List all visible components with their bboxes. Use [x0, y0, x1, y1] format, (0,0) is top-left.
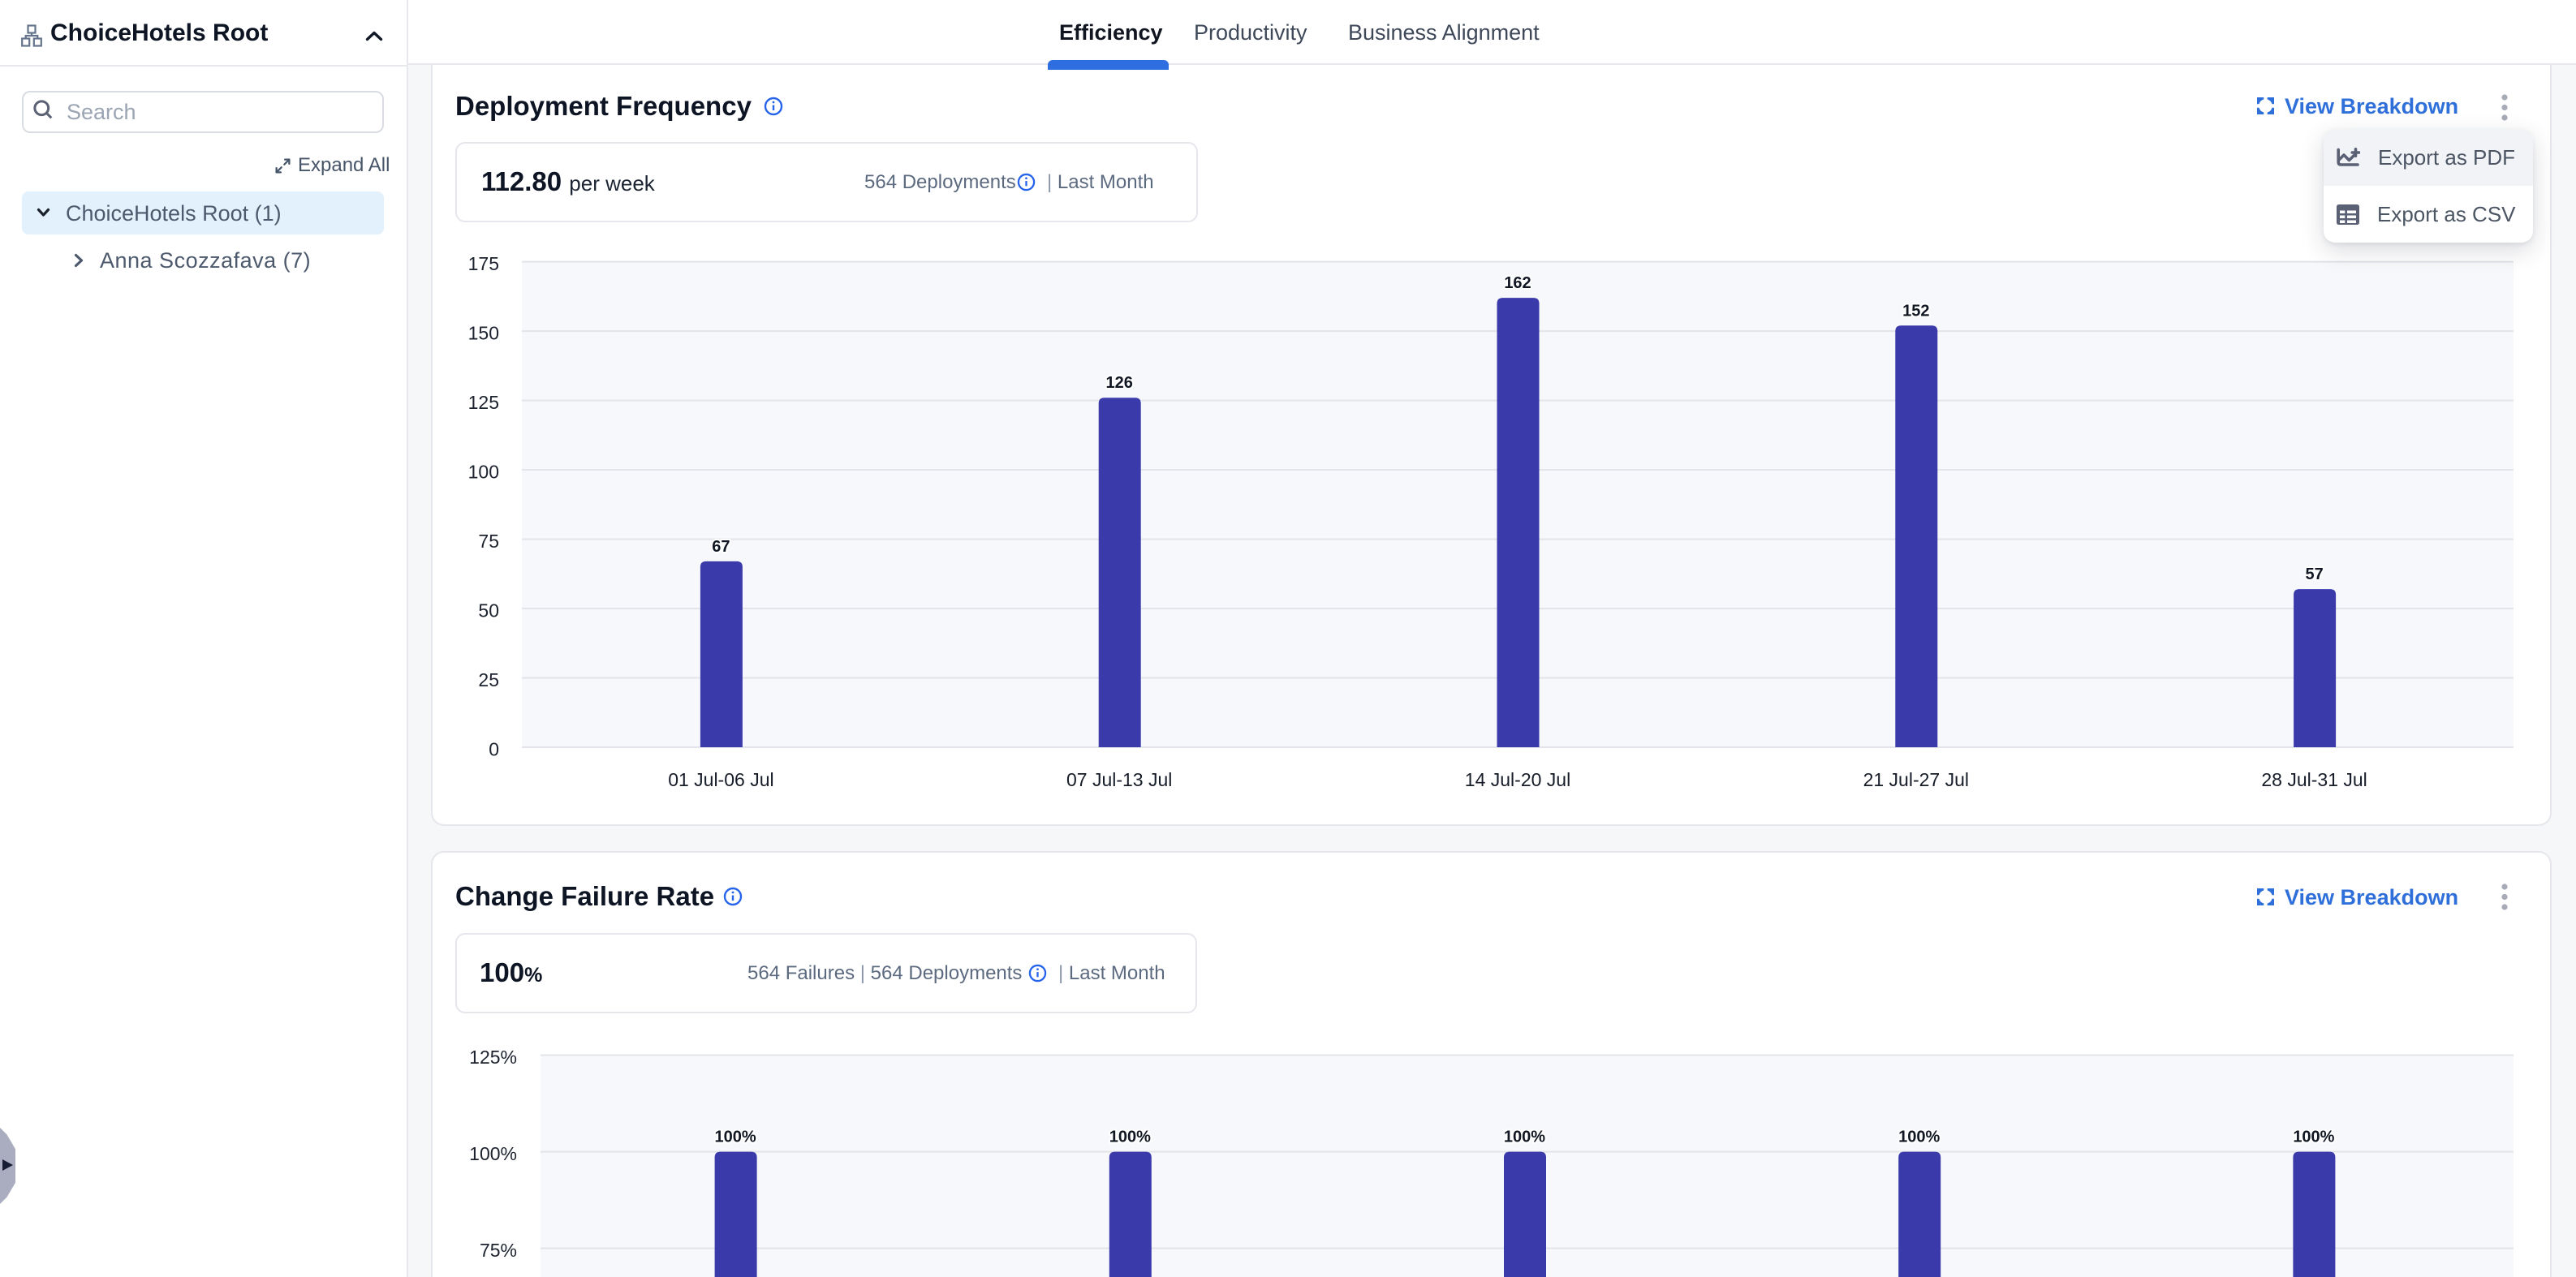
svg-text:25: 25	[478, 669, 499, 690]
svg-text:100%: 100%	[1109, 1129, 1151, 1146]
svg-text:100%: 100%	[2293, 1129, 2334, 1146]
svg-text:100%: 100%	[1898, 1129, 1940, 1146]
svg-text:75%: 75%	[480, 1240, 517, 1261]
svg-text:67: 67	[712, 538, 730, 556]
svg-text:07 Jul-13 Jul: 07 Jul-13 Jul	[1066, 769, 1172, 790]
svg-text:57: 57	[2305, 565, 2323, 583]
svg-text:152: 152	[1902, 302, 1929, 320]
svg-text:28 Jul-31 Jul: 28 Jul-31 Jul	[2261, 769, 2367, 790]
svg-text:21 Jul-27 Jul: 21 Jul-27 Jul	[1863, 769, 1969, 790]
svg-text:162: 162	[1504, 274, 1531, 292]
svg-text:75: 75	[478, 531, 499, 552]
svg-text:0: 0	[489, 738, 499, 759]
svg-text:125%: 125%	[469, 1047, 517, 1068]
svg-text:100%: 100%	[715, 1129, 756, 1146]
svg-text:150: 150	[468, 322, 499, 343]
svg-text:50: 50	[478, 600, 499, 621]
svg-text:125: 125	[468, 392, 499, 413]
svg-text:01 Jul-06 Jul: 01 Jul-06 Jul	[668, 769, 773, 790]
svg-text:14 Jul-20 Jul: 14 Jul-20 Jul	[1465, 769, 1570, 790]
svg-text:100%: 100%	[469, 1143, 517, 1164]
svg-text:126: 126	[1106, 374, 1133, 392]
svg-text:100%: 100%	[1504, 1129, 1545, 1146]
svg-text:100: 100	[468, 461, 499, 482]
svg-text:175: 175	[468, 253, 499, 274]
